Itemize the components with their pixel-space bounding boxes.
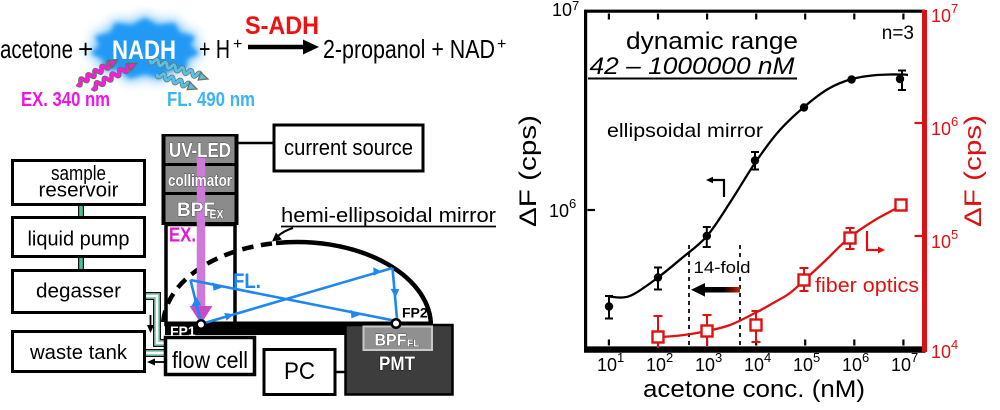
svg-text:FP1: FP1 [170,323,196,339]
svg-text:degasser: degasser [36,281,121,303]
svg-text:10: 10 [931,342,951,362]
svg-text:acetone conc. (nM): acetone conc. (nM) [643,376,865,403]
svg-text:42 – 1000000 nM: 42 – 1000000 nM [590,53,795,80]
svg-text:waste tank: waste tank [29,342,128,364]
svg-text:+ H: + H [199,34,230,64]
svg-text:BPF: BPF [177,200,215,221]
svg-text:2-propanol + NAD: 2-propanol + NAD [323,34,495,64]
svg-text:hemi-ellipsoidal mirror: hemi-ellipsoidal mirror [281,205,496,227]
svg-text:2: 2 [666,350,673,365]
svg-text:S-ADH: S-ADH [245,12,319,40]
svg-text:UV-LED: UV-LED [169,140,231,162]
svg-text:7: 7 [572,0,579,13]
svg-text:+: + [233,36,242,53]
svg-text:6: 6 [569,196,576,211]
svg-text:+: + [78,34,93,64]
svg-text:EX.: EX. [169,225,196,247]
svg-text:10: 10 [931,6,951,26]
svg-text:10: 10 [646,355,666,375]
svg-text:14-fold: 14-fold [694,259,751,277]
svg-text:PMT: PMT [379,354,415,375]
svg-text:FL.: FL. [233,270,261,293]
svg-text:FP2: FP2 [402,305,428,321]
svg-text:10: 10 [552,0,572,20]
svg-text:5: 5 [813,350,820,365]
svg-text:10: 10 [597,355,617,375]
svg-text:dynamic range: dynamic range [626,28,798,55]
svg-text:7: 7 [911,350,918,365]
svg-text:10: 10 [793,355,813,375]
svg-text:ΔF (cps): ΔF (cps) [515,115,542,227]
svg-text:4: 4 [951,337,958,352]
svg-text:10: 10 [891,355,911,375]
svg-text:10: 10 [931,119,951,139]
svg-text:10: 10 [549,201,569,221]
svg-text:10: 10 [842,355,862,375]
svg-text:current source: current source [284,135,413,160]
svg-text:acetone: acetone [0,34,73,64]
svg-text:liquid pump: liquid pump [28,229,130,251]
svg-text:10: 10 [744,355,764,375]
svg-text:FL. 490 nm: FL. 490 nm [167,89,255,111]
svg-text:flow cell: flow cell [172,347,248,373]
svg-text:sample: sample [51,163,106,185]
svg-text:6: 6 [862,350,869,365]
svg-text:+: + [497,36,506,53]
svg-text:EX: EX [210,210,224,222]
svg-text:PC: PC [284,358,315,385]
svg-text:7: 7 [951,1,958,16]
svg-text:FL: FL [407,339,420,350]
svg-text:EX. 340 nm: EX. 340 nm [21,89,110,111]
svg-text:3: 3 [715,350,722,365]
svg-text:10: 10 [695,355,715,375]
svg-text:6: 6 [951,114,958,129]
svg-text:BPF: BPF [375,332,407,350]
svg-text:reservoir: reservoir [39,180,119,202]
svg-text:fiber optics: fiber optics [815,275,919,297]
svg-text:collimator: collimator [168,171,232,190]
svg-text:5: 5 [951,227,958,242]
svg-text:4: 4 [764,350,771,365]
svg-text:n=3: n=3 [882,23,914,44]
svg-text:10: 10 [931,232,951,252]
svg-text:ellipsoidal mirror: ellipsoidal mirror [607,120,764,142]
svg-text:ΔF (cps): ΔF (cps) [960,115,987,227]
svg-text:1: 1 [617,350,624,365]
